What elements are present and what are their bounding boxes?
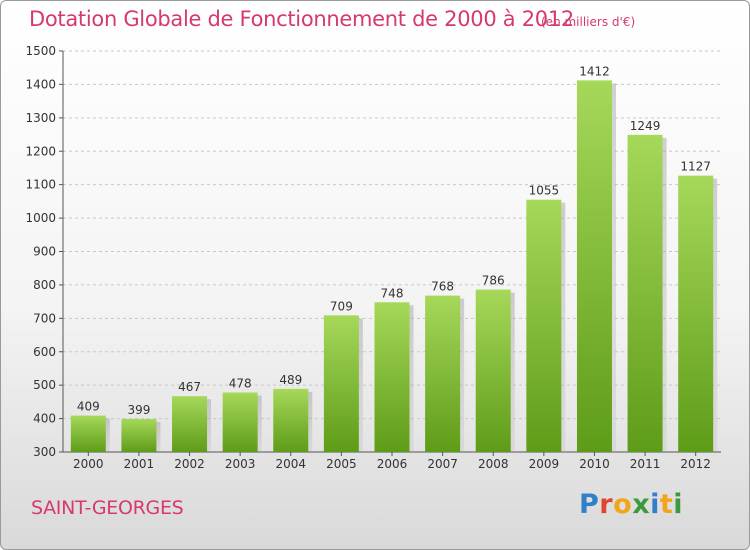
bar bbox=[121, 418, 157, 452]
y-tick-label: 800 bbox=[33, 278, 56, 292]
bar bbox=[425, 295, 461, 452]
logo-letter: P bbox=[579, 489, 600, 520]
x-tick-label: 2012 bbox=[680, 457, 711, 471]
logo-letter: x bbox=[632, 489, 651, 520]
data-label: 409 bbox=[77, 400, 100, 414]
data-labels: 409 399 467 478 489 709 748 768 786 1055 1412 1249 1… bbox=[77, 64, 711, 417]
x-tick-label: 2010 bbox=[579, 457, 610, 471]
y-tick-label: 1200 bbox=[25, 144, 56, 158]
logo-letter: r bbox=[599, 489, 614, 520]
bar bbox=[374, 302, 410, 452]
data-label: 1127 bbox=[680, 160, 711, 174]
x-tick-label: 2000 bbox=[73, 457, 104, 471]
data-label: 1412 bbox=[579, 64, 610, 78]
x-tick-label: 2005 bbox=[326, 457, 357, 471]
data-label: 467 bbox=[178, 380, 201, 394]
bars bbox=[70, 80, 718, 452]
bar bbox=[70, 415, 106, 452]
bar bbox=[526, 199, 562, 452]
y-tick-label: 300 bbox=[33, 445, 56, 459]
y-tick-label: 400 bbox=[33, 412, 56, 426]
commune-name: SAINT-GEORGES bbox=[31, 497, 184, 519]
bar bbox=[323, 315, 359, 452]
y-tick-label: 1100 bbox=[25, 178, 56, 192]
y-tick-label: 900 bbox=[33, 245, 56, 259]
data-label: 786 bbox=[482, 274, 505, 288]
y-tick-label: 1300 bbox=[25, 111, 56, 125]
bar bbox=[627, 134, 663, 452]
x-tick-label: 2002 bbox=[174, 457, 205, 471]
data-label: 709 bbox=[330, 299, 353, 313]
data-label: 768 bbox=[431, 280, 454, 294]
y-tick-label: 700 bbox=[33, 311, 56, 325]
chart-title: Dotation Globale de Fonctionnement de 20… bbox=[29, 7, 574, 31]
y-tick-label: 1500 bbox=[25, 44, 56, 58]
y-tick-label: 600 bbox=[33, 345, 56, 359]
logo-letter: i bbox=[673, 489, 684, 520]
y-tick-label: 1400 bbox=[25, 77, 56, 91]
bar bbox=[576, 80, 612, 452]
x-tick-label: 2011 bbox=[630, 457, 661, 471]
data-label: 748 bbox=[381, 286, 404, 300]
logo-letter: i bbox=[650, 489, 660, 520]
x-tick-label: 2007 bbox=[427, 457, 458, 471]
proxiti-logo: Proxiti bbox=[579, 489, 683, 520]
logo-letter: o bbox=[613, 489, 633, 520]
bar bbox=[172, 396, 208, 452]
x-tick-label: 2001 bbox=[124, 457, 155, 471]
bar bbox=[273, 388, 309, 452]
data-label: 478 bbox=[229, 377, 252, 391]
y-tick-label: 1000 bbox=[25, 211, 56, 225]
y-tick-label: 500 bbox=[33, 378, 56, 392]
bar bbox=[222, 392, 258, 452]
logo-letter: t bbox=[659, 489, 674, 520]
x-tick-label: 2008 bbox=[478, 457, 509, 471]
chart-unit: (en milliers d'€) bbox=[541, 15, 636, 29]
axes: 300 400 500 600 700 800 900 1000 1100 1200 1300 140… bbox=[25, 44, 721, 471]
data-label: 1055 bbox=[529, 184, 560, 198]
data-label: 399 bbox=[127, 403, 150, 417]
bar bbox=[475, 289, 511, 452]
x-tick-label: 2009 bbox=[529, 457, 560, 471]
x-tick-label: 2003 bbox=[225, 457, 256, 471]
data-label: 489 bbox=[279, 373, 302, 387]
x-tick-label: 2006 bbox=[377, 457, 408, 471]
bar bbox=[678, 175, 714, 452]
x-tick-label: 2004 bbox=[275, 457, 306, 471]
data-label: 1249 bbox=[630, 119, 661, 133]
